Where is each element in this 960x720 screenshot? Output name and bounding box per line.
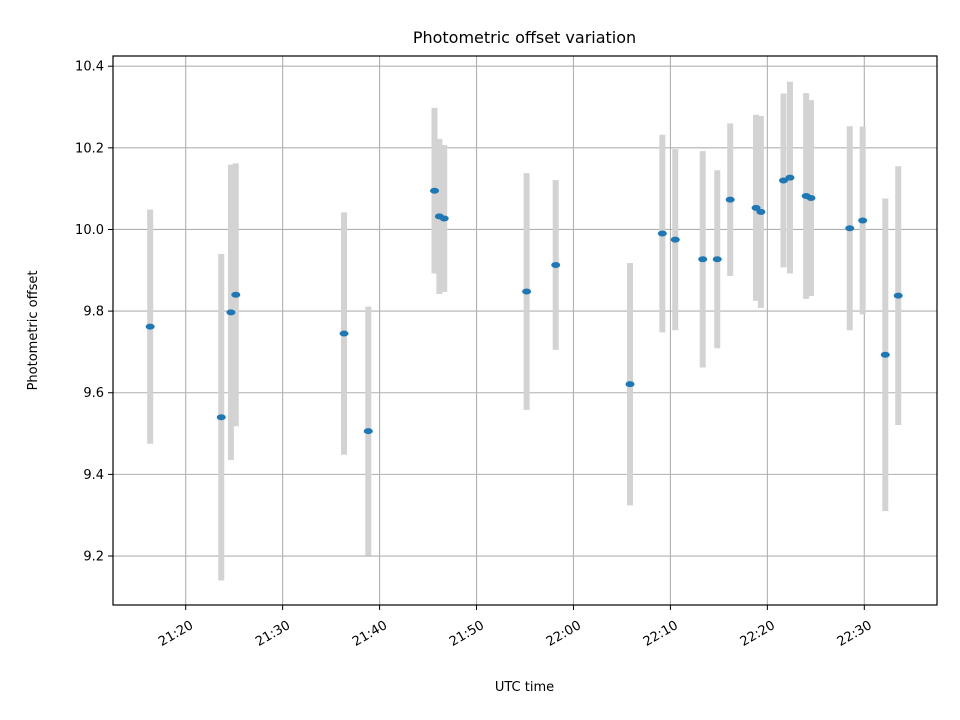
data-point [893, 292, 903, 299]
y-axis-label: Photometric offset [26, 271, 41, 391]
x-tick-label: 21:30 [253, 618, 293, 650]
data-point [231, 291, 241, 298]
data-points [145, 174, 903, 435]
data-point [226, 309, 236, 316]
y-tick-label: 9.6 [83, 386, 104, 401]
data-point [698, 256, 708, 263]
data-point [785, 174, 795, 181]
y-tick-label: 10.4 [75, 60, 104, 75]
data-point [858, 217, 868, 224]
data-point [880, 351, 890, 358]
x-tick-label: 21:40 [350, 618, 390, 650]
data-point [751, 204, 761, 211]
y-axis-ticks: 9.2 9.4 9.6 9.8 10.0 10.2 10.4 [75, 60, 113, 565]
data-point [779, 177, 789, 184]
data-point [806, 195, 816, 202]
y-tick-label: 10.0 [75, 223, 104, 238]
data-point [670, 236, 680, 243]
y-tick-label: 9.4 [83, 468, 104, 483]
data-point [145, 323, 155, 330]
y-tick-label: 9.2 [83, 550, 104, 565]
data-point [363, 428, 373, 435]
x-tick-label: 22:30 [835, 618, 875, 650]
chart-title: Photometric offset variation [413, 28, 636, 47]
data-point [845, 225, 855, 232]
data-point [430, 187, 440, 194]
data-point [551, 261, 561, 268]
y-tick-label: 9.8 [83, 305, 104, 320]
y-tick-label: 10.2 [75, 141, 104, 156]
data-point [522, 288, 532, 295]
data-point [439, 215, 449, 222]
x-tick-label: 21:20 [156, 618, 196, 650]
data-point [756, 208, 766, 215]
x-tick-label: 22:20 [738, 618, 778, 650]
x-axis-ticks: 21:20 21:30 21:40 21:50 22:00 22:10 22:20 22:30 [156, 605, 875, 650]
data-point [625, 381, 635, 388]
x-tick-label: 21:50 [447, 618, 487, 650]
x-tick-label: 22:00 [544, 618, 584, 650]
data-point [712, 256, 722, 263]
data-point [339, 330, 349, 337]
error-bars [147, 81, 902, 581]
plot-frame [112, 55, 938, 606]
x-tick-label: 22:10 [641, 618, 681, 650]
data-point [216, 414, 226, 421]
x-axis-label: UTC time [495, 680, 554, 695]
data-point [657, 230, 667, 237]
data-point [725, 196, 735, 203]
